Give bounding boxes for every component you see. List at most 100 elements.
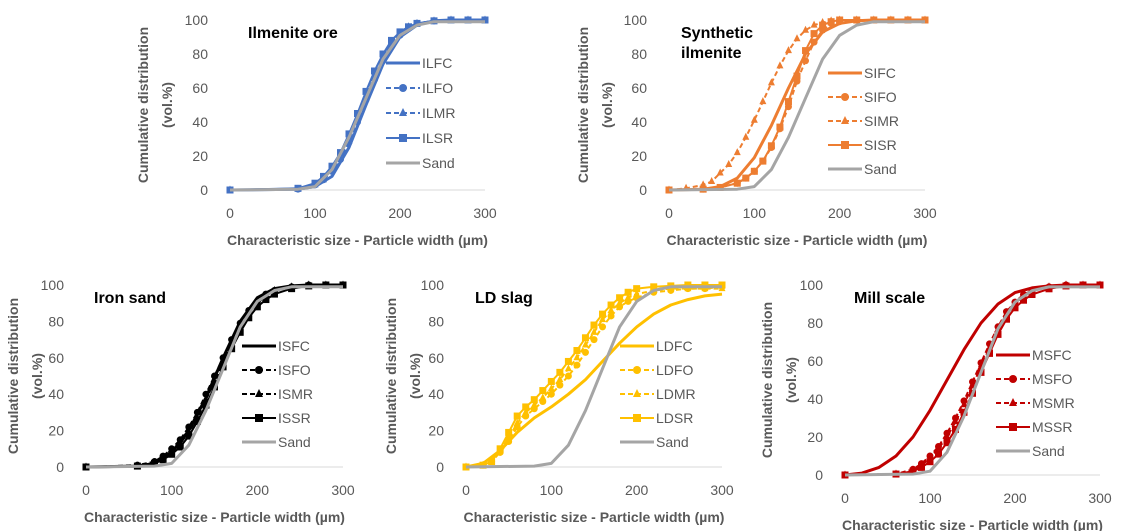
data-point: [1003, 315, 1010, 323]
legend-marker: [255, 414, 263, 422]
data-point: [802, 25, 810, 33]
legend-entry: ISFO: [242, 362, 311, 378]
legend-entry: Sand: [996, 443, 1065, 459]
legend-entry: ILFC: [386, 55, 452, 71]
y-tick-label: 0: [639, 182, 647, 198]
data-point: [599, 310, 607, 318]
series-line: [844, 283, 1100, 477]
data-point: [513, 418, 521, 426]
data-point: [496, 445, 504, 453]
data-point: [590, 321, 598, 329]
y-tick-label: 0: [815, 467, 823, 483]
x-tick-label: 200: [625, 482, 649, 498]
y-tick-label: 100: [800, 277, 824, 293]
legend-marker: [255, 366, 263, 374]
data-point: [767, 78, 775, 86]
y-tick-label: 60: [631, 80, 647, 96]
legend-marker: [841, 93, 849, 101]
series-sand: [465, 285, 722, 469]
data-point: [505, 433, 513, 441]
series-line: [465, 285, 722, 469]
chart-panel: 0 20 40 60 80 100 0 100 200 300 Characteristic siz…: [759, 277, 1112, 531]
y-tick-label: 60: [48, 350, 64, 366]
x-tick-label: 0: [665, 205, 673, 221]
data-point: [530, 400, 538, 408]
legend-label: ILFO: [422, 80, 453, 96]
y-axis-label: (vol.%): [407, 353, 423, 399]
legend-label: Sand: [864, 161, 897, 177]
data-point: [960, 400, 968, 408]
legend-marker: [399, 134, 407, 142]
legend-label: Sand: [656, 434, 689, 450]
legend-label: MSFO: [1032, 371, 1073, 387]
y-axis-label: Cumulative distribution: [135, 27, 151, 183]
legend-label: MSSR: [1032, 419, 1072, 435]
series-sand: [844, 285, 1100, 477]
x-tick-label: 100: [918, 490, 942, 506]
series-msfc: [844, 283, 1100, 477]
legend-entry: LDMR: [620, 386, 696, 402]
x-tick-label: 200: [388, 205, 412, 221]
data-point: [759, 97, 767, 105]
data-point: [718, 281, 726, 289]
data-point: [750, 167, 758, 175]
series-line: [229, 20, 485, 192]
data-point: [556, 368, 564, 376]
legend-entry: MSFO: [996, 371, 1073, 387]
legend-entry: ILSR: [386, 130, 453, 146]
data-point: [926, 458, 934, 466]
data-point: [904, 16, 912, 24]
legend-label: ILFC: [422, 55, 452, 71]
legend-marker: [841, 141, 849, 149]
legend-entry: MSMR: [996, 395, 1075, 411]
data-point: [943, 432, 951, 440]
legend-entry: Sand: [386, 155, 455, 171]
data-point: [488, 458, 496, 466]
series-line: [668, 20, 925, 192]
legend-label: ISSR: [278, 410, 311, 426]
series-sand: [229, 20, 485, 192]
legend-entry: ISMR: [242, 386, 313, 402]
y-axis-label: Cumulative distribution: [575, 27, 591, 183]
series-sand: [85, 285, 343, 469]
data-point: [539, 387, 547, 395]
x-tick-label: 100: [743, 205, 767, 221]
legend-entry: Sand: [242, 434, 311, 450]
data-point: [802, 57, 810, 65]
data-point: [581, 334, 589, 342]
legend-label: LDSR: [656, 410, 693, 426]
x-axis-label: Characteristic size - Particle width (µm…: [667, 232, 928, 248]
data-point: [784, 46, 792, 54]
chart-panel: 0 20 40 60 80 100 0 100 200 300 Characteristic siz…: [5, 277, 355, 525]
legend-label: SIFC: [864, 65, 896, 81]
data-point: [522, 407, 530, 415]
data-point: [810, 38, 818, 46]
data-point: [943, 439, 951, 447]
legend-label: SIFO: [864, 89, 897, 105]
y-tick-label: 60: [428, 350, 444, 366]
y-tick-label: 40: [48, 386, 64, 402]
data-point: [413, 19, 421, 27]
data-point: [185, 432, 193, 440]
data-point: [607, 301, 615, 309]
legend-entry: LDFO: [620, 362, 693, 378]
y-tick-label: 40: [428, 386, 444, 402]
legend-marker: [399, 84, 407, 92]
x-tick-label: 300: [913, 205, 937, 221]
y-tick-label: 80: [631, 46, 647, 62]
data-point: [701, 281, 709, 289]
y-tick-label: 40: [807, 391, 823, 407]
data-point: [547, 377, 555, 385]
legend-entry: ILMR: [386, 105, 455, 121]
y-axis-label: Cumulative distribution: [383, 298, 399, 454]
data-point: [581, 348, 589, 356]
y-axis-label: (vol.%): [29, 353, 45, 399]
legend-entry: SIMR: [828, 113, 899, 129]
data-point: [564, 372, 572, 380]
y-tick-label: 0: [436, 459, 444, 475]
x-tick-label: 100: [160, 482, 184, 498]
data-point: [371, 67, 378, 75]
x-tick-label: 0: [841, 490, 849, 506]
y-tick-label: 80: [48, 313, 64, 329]
panel-title: Mill scale: [854, 290, 925, 307]
